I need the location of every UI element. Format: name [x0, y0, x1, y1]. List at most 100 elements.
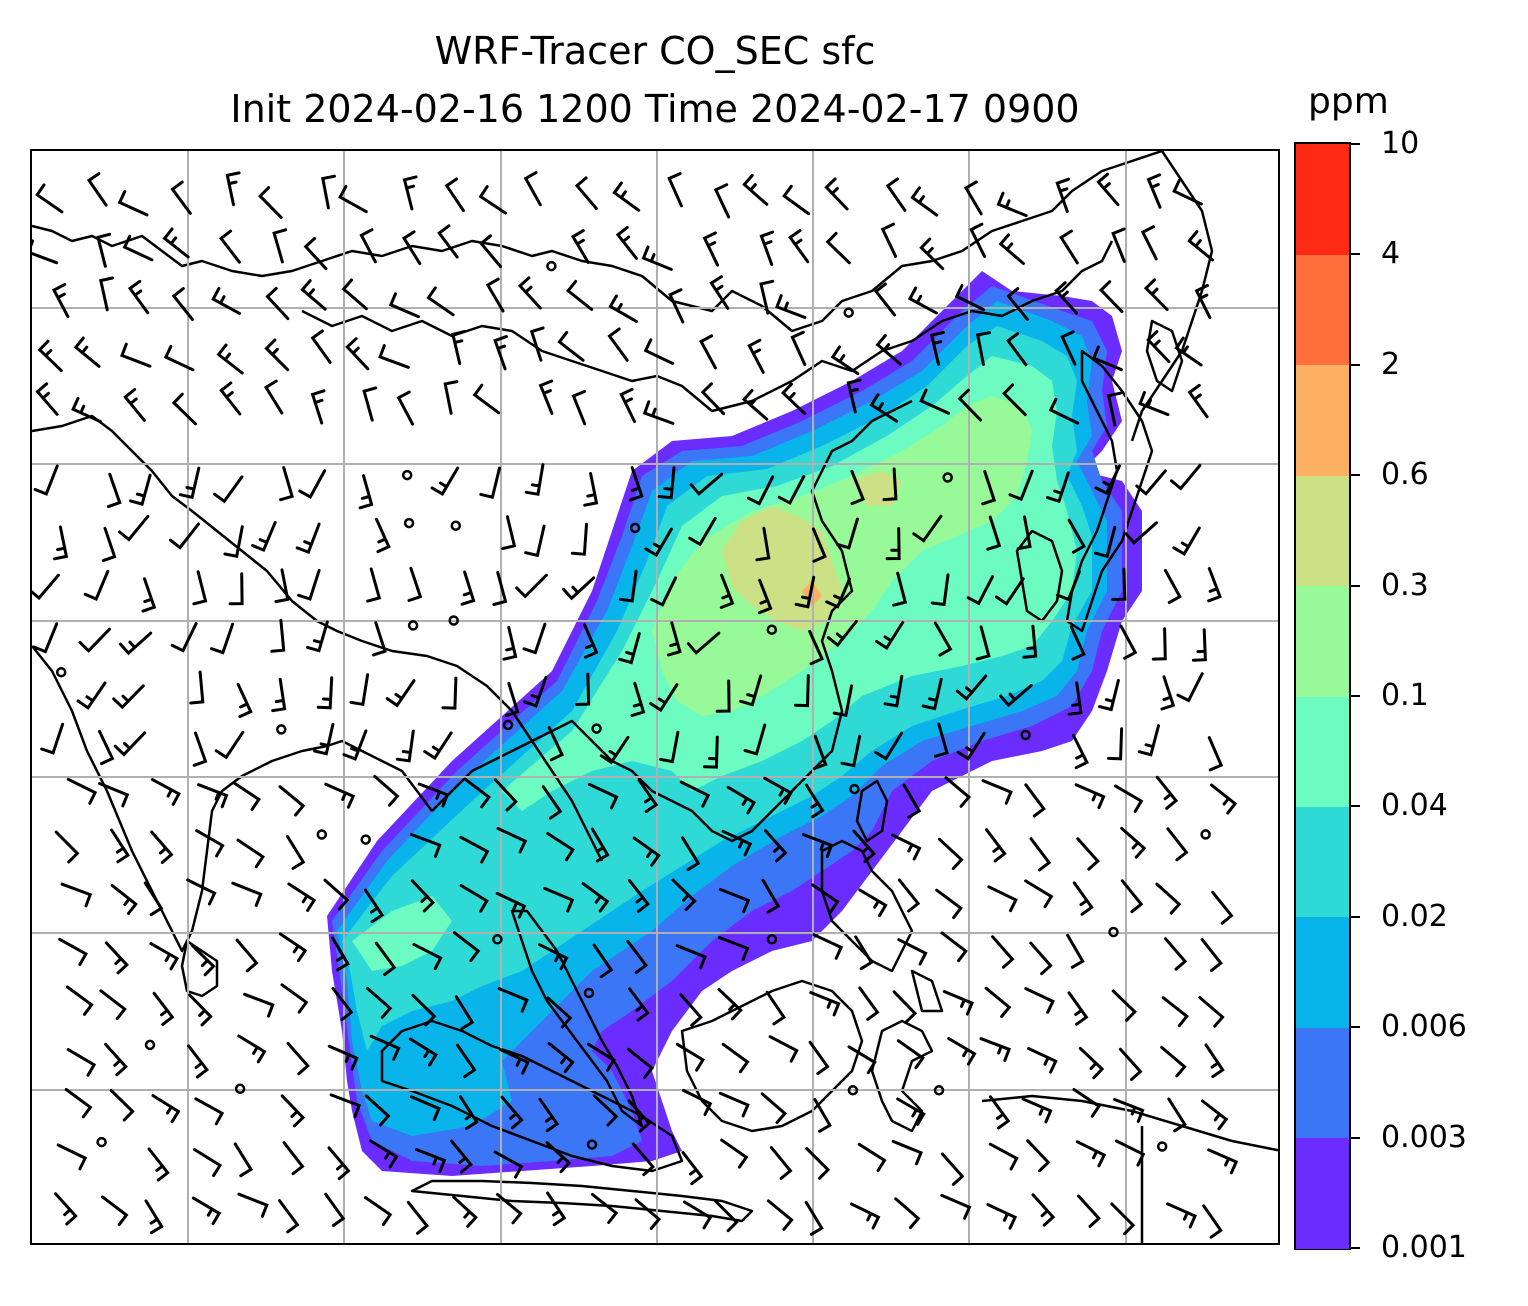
wind-barb	[1135, 469, 1167, 496]
wind-barb	[99, 276, 114, 312]
wind-barb	[1024, 783, 1046, 818]
wind-barb	[310, 329, 332, 364]
wind-barb	[186, 878, 217, 906]
wind-barb	[933, 621, 953, 657]
wind-barb	[742, 174, 769, 206]
wind-barb	[478, 185, 508, 215]
wind-barb	[364, 1196, 393, 1226]
wind-barb	[782, 184, 810, 216]
wind-barb	[1067, 681, 1083, 716]
wind-barb	[675, 944, 707, 970]
wind-barb	[769, 1146, 793, 1180]
wind-barb	[718, 887, 751, 914]
wind-barb	[984, 986, 1012, 1018]
wind-barb	[459, 884, 489, 913]
wind-barb	[66, 777, 98, 805]
wind-barb	[472, 383, 501, 415]
colorbar	[1294, 142, 1351, 1250]
wind-barb	[504, 681, 520, 717]
wind-barb	[280, 983, 309, 1014]
wind-barb	[850, 1202, 881, 1230]
wind-barb	[195, 829, 225, 858]
wind-barb	[763, 776, 793, 805]
wind-barb	[150, 830, 174, 864]
wind-barb	[644, 527, 673, 558]
wind-barb	[761, 878, 781, 914]
wind-barb	[675, 1042, 705, 1072]
wind-barb	[643, 338, 675, 365]
wind-barb	[274, 568, 290, 604]
wind-barb	[790, 330, 807, 367]
wind-barb	[189, 670, 205, 705]
wind-barb	[452, 1195, 478, 1228]
wind-barb	[112, 684, 145, 710]
wind-barb	[414, 1148, 447, 1174]
wind-barb	[641, 245, 673, 271]
wind-barb	[32, 622, 59, 654]
colorbar-tick-label: 0.1	[1381, 678, 1429, 713]
wind-barb	[106, 472, 122, 509]
wind-barb	[278, 785, 306, 817]
wind-barb	[1072, 881, 1094, 916]
wind-barb	[1107, 727, 1124, 761]
wind-barb	[546, 832, 575, 862]
wind-barb	[1172, 178, 1203, 206]
wind-barb	[1210, 783, 1238, 815]
wind-barb	[213, 475, 244, 504]
wind-barb	[316, 676, 334, 710]
wind-barb	[1054, 281, 1078, 315]
wind-barb	[369, 1139, 399, 1169]
wind-barb	[410, 833, 442, 858]
wind-barb	[170, 622, 198, 653]
wind-barb	[910, 186, 939, 217]
wind-barb	[956, 731, 986, 761]
wind-barb	[681, 836, 701, 872]
calm-wind-marker	[492, 934, 503, 945]
wind-barb	[1207, 736, 1224, 772]
wind-barb	[618, 632, 641, 665]
wind-barb	[757, 578, 773, 615]
wind-barb	[944, 776, 972, 808]
wind-barb	[129, 473, 152, 506]
wind-barb	[331, 987, 354, 1022]
wind-barb	[1001, 383, 1027, 417]
coastline-java	[410, 1179, 754, 1223]
wind-barb	[590, 827, 610, 863]
wind-barb	[850, 469, 866, 506]
wind-barb	[666, 621, 682, 657]
wind-barb	[1008, 469, 1034, 502]
wind-barb	[545, 1141, 572, 1174]
map-title-line2: Init 2024-02-16 1200 Time 2024-02-17 090…	[230, 87, 1080, 131]
colorbar-unit: ppm	[1308, 81, 1389, 122]
wind-barb	[495, 891, 527, 919]
calm-wind-marker	[450, 520, 462, 531]
wind-barb	[272, 228, 288, 264]
wind-barb	[741, 389, 769, 421]
wind-barb	[190, 943, 216, 977]
wind-barb	[1161, 996, 1189, 1028]
wind-barb	[169, 522, 200, 550]
wind-barb	[329, 1093, 362, 1119]
wind-barb	[76, 681, 107, 710]
wind-barb	[1027, 1047, 1058, 1074]
wind-barb	[873, 282, 897, 317]
wind-barb	[373, 774, 400, 807]
wind-barb	[570, 522, 588, 556]
wind-barb	[493, 335, 508, 371]
coastline-malay-peninsula	[510, 909, 644, 1128]
wind-barb	[1191, 628, 1207, 662]
wind-barb	[214, 730, 245, 760]
wind-barb	[1160, 675, 1176, 711]
wind-barb	[1176, 672, 1204, 703]
wind-barb	[999, 684, 1033, 708]
wind-barb	[385, 679, 416, 708]
wind-barb	[1026, 1139, 1051, 1173]
colorbar-tick	[1351, 474, 1360, 477]
wind-barb	[649, 683, 679, 713]
wind-barb	[1198, 996, 1225, 1028]
wind-barb	[287, 882, 317, 912]
colorbar-tick-label: 0.6	[1381, 457, 1429, 493]
wind-barb	[324, 782, 356, 809]
wind-barb	[794, 674, 810, 708]
wind-barb	[218, 229, 241, 264]
